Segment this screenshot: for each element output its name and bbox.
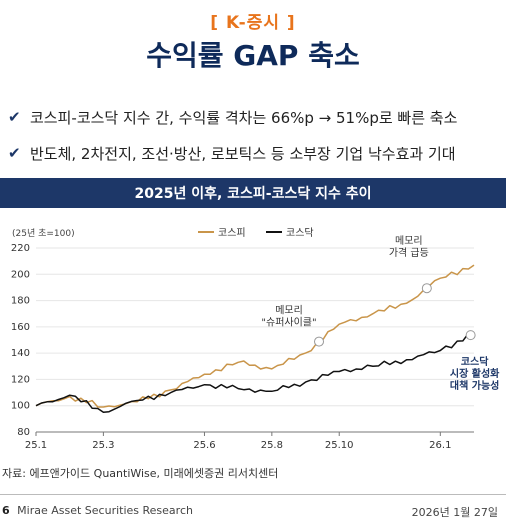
y-tick-label: 180: [11, 296, 30, 307]
annotation-label: 시장 활성화: [450, 367, 500, 380]
report-date: 2026년 1월 27일: [411, 506, 498, 519]
section-tag: [ K-증시 ]: [210, 13, 296, 33]
annotation-marker: [314, 336, 325, 347]
footer-left: 6 Mirae Asset Securities Research: [2, 504, 193, 517]
annotation-label: 코스닥: [461, 355, 489, 368]
source-note: 자료: 에프앤가이드 QuantiWise, 미래에셋증권 리서치센터: [2, 467, 279, 480]
series-line-kosdaq: [35, 332, 475, 414]
y-tick-label: 80: [17, 427, 30, 438]
chart-title: 2025년 이후, 코스피-코스닥 지수 추이: [0, 178, 506, 208]
x-tick-label: 26.1: [429, 440, 451, 451]
checkmark-icon: ✔: [8, 144, 21, 162]
annotation-label: 메모리: [395, 235, 423, 247]
annotation-label: "슈퍼사이클": [261, 317, 316, 329]
line-chart: (25년 초=100) 80 100 120 140 160 180 200 220 25.1 25…: [11, 227, 500, 451]
page-number: 6: [2, 504, 10, 517]
y-tick-label: 140: [11, 348, 30, 359]
x-tick-label: 25.8: [261, 440, 283, 451]
legend-label: 코스닥: [286, 227, 314, 239]
legend-label: 코스피: [218, 227, 246, 239]
bullet-list: ✔ 코스피-코스닥 지수 간, 수익률 격차는 66%p → 51%p로 빠른 …: [8, 103, 498, 175]
bullet-text: 코스피-코스닥 지수 간, 수익률 격차는 66%p → 51%p로 빠른 축소: [30, 108, 458, 127]
y-tick-label: 100: [11, 401, 30, 412]
annotation-marker: [465, 330, 476, 341]
x-tick-label: 25.1: [25, 440, 47, 451]
unit-label: (25년 초=100): [12, 228, 75, 239]
annotation-marker: [421, 283, 432, 294]
y-tick-label: 200: [11, 269, 30, 280]
company-name: Mirae Asset Securities Research: [17, 504, 193, 517]
y-tick-label: 120: [11, 374, 30, 385]
footer-divider: [0, 494, 506, 495]
bullet-item: ✔ 코스피-코스닥 지수 간, 수익률 격차는 66%p → 51%p로 빠른 …: [8, 103, 498, 131]
bullet-text: 반도체, 2차전지, 조선·방산, 로보틱스 등 소부장 기업 낙수효과 기대: [30, 144, 456, 163]
annotation-label: 대책 가능성: [450, 379, 499, 392]
y-tick-label: 160: [11, 322, 30, 333]
annotation-label: 가격 급등: [389, 246, 429, 259]
page-title: 수익률 GAP 축소: [146, 39, 360, 72]
series-line-kospi: [35, 264, 475, 408]
x-tick-label: 25.10: [325, 440, 354, 451]
annotation-label: 메모리: [275, 305, 303, 317]
x-tick-label: 25.3: [92, 440, 114, 451]
x-tick-label: 25.6: [193, 440, 215, 451]
y-tick-label: 220: [11, 243, 30, 254]
bullet-item: ✔ 반도체, 2차전지, 조선·방산, 로보틱스 등 소부장 기업 낙수효과 기…: [8, 139, 498, 167]
checkmark-icon: ✔: [8, 108, 21, 126]
